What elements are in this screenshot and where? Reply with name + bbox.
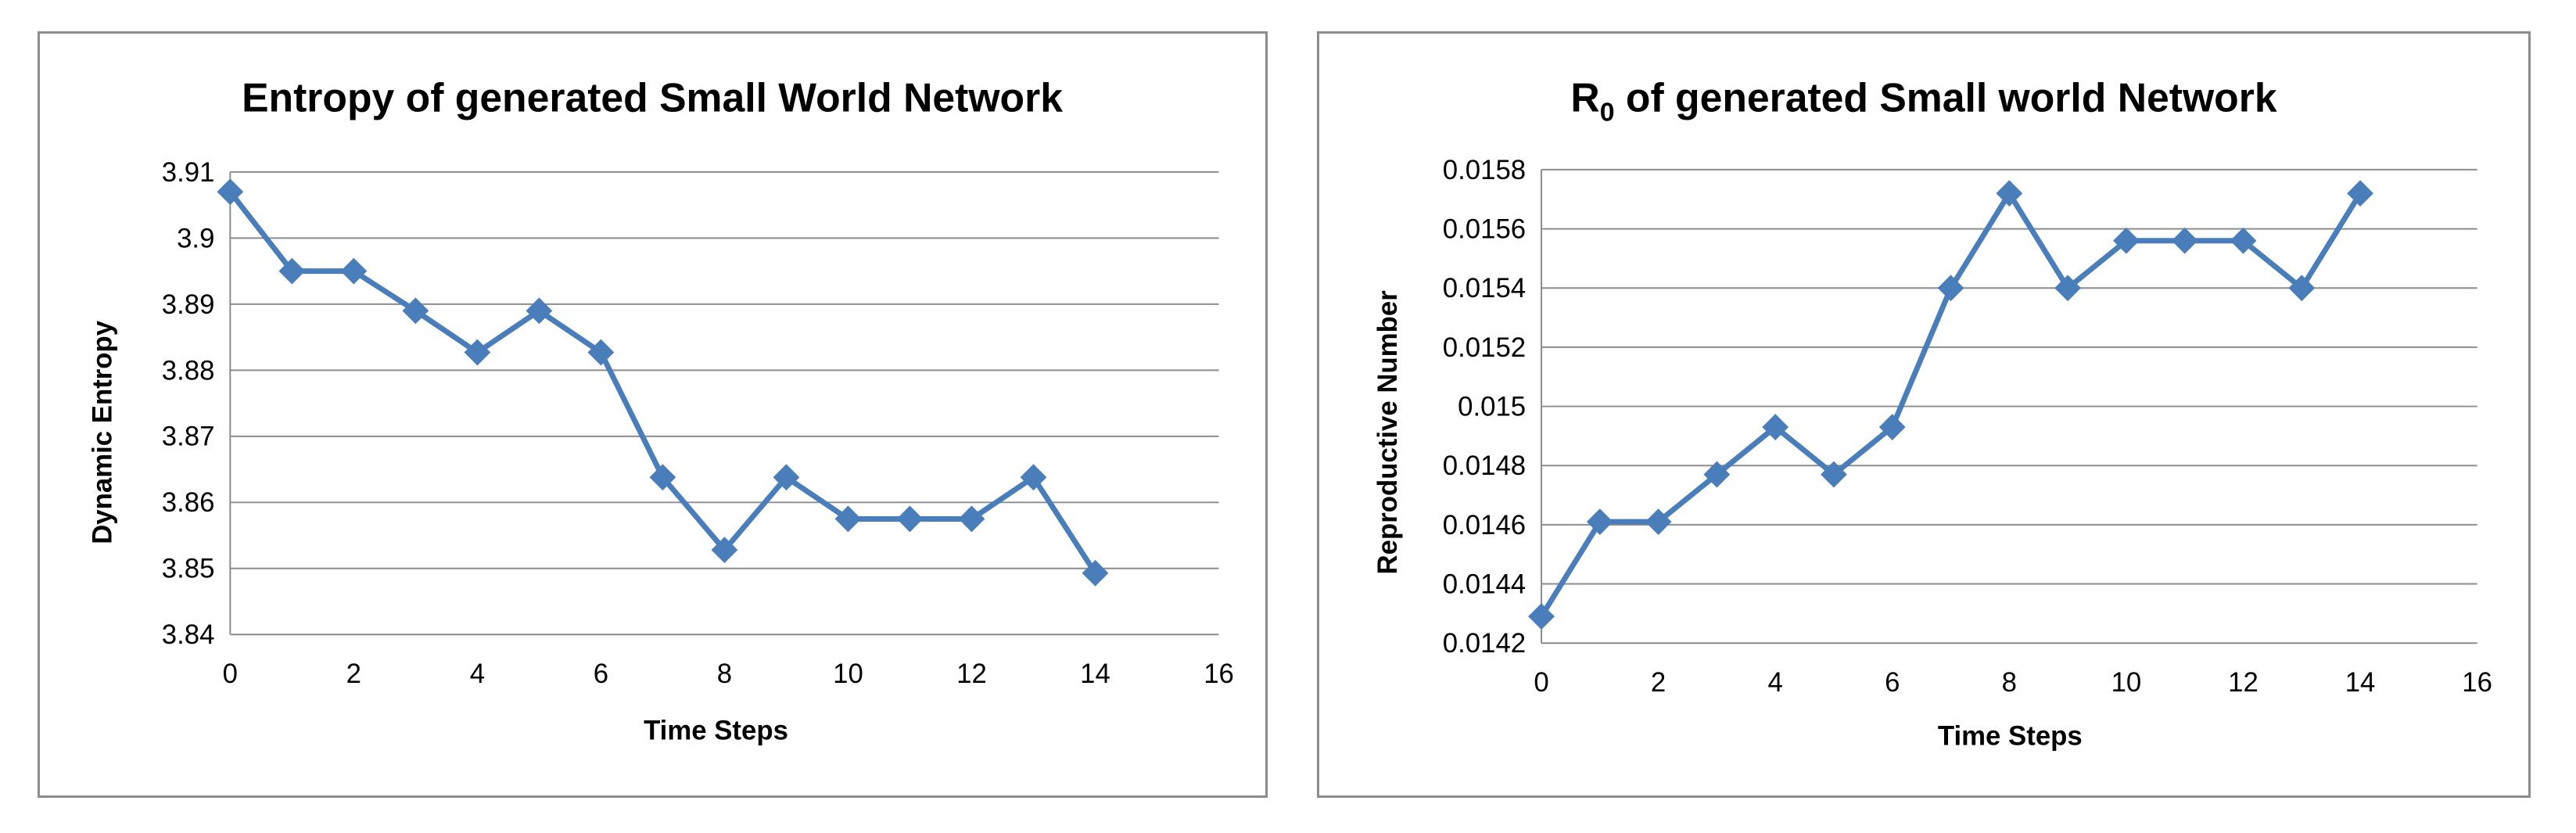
r0-chart: 0.0142 0.0144 0.0146 0.0148 0.015 0.0152 0.015… [1317,31,2531,798]
y-tick-label: 0.0158 [1443,156,1526,185]
y-tick-label: 3.88 [162,356,215,386]
x-tick-label: 8 [2002,668,2017,698]
data-point [1703,461,1731,488]
y-tick-label: 3.84 [162,620,215,650]
data-point [834,505,862,533]
data-point [711,537,738,564]
x-tick-label: 10 [2111,668,2142,698]
x-tick-label: 6 [594,659,608,689]
data-point [1996,180,2023,207]
data-point [2054,275,2082,302]
chart-title-r: R [1570,74,1599,120]
y-tick-label: 0.0156 [1443,215,1526,245]
data-point [402,297,429,325]
y-tick-label: 3.85 [162,555,215,584]
entropy-chart: 3.84 3.85 3.86 3.87 3.88 3.89 3.9 3.91 0 2 4 6 8 10 12… [38,31,1268,798]
data-point [1586,508,1613,535]
x-tick-label: 14 [1080,659,1110,689]
x-tick-label: 12 [956,659,987,689]
data-point [217,178,244,206]
data-point [1937,275,1964,302]
data-point [896,505,924,533]
data-point [1082,559,1109,587]
y-tick-label: 3.9 [177,224,214,253]
x-axis-label: Time Steps [1938,721,2083,751]
y-tick-label: 0.0154 [1443,274,1526,303]
data-point [2288,275,2316,302]
x-tick-label: 2 [346,659,361,689]
data-point [587,339,615,366]
y-tick-label: 3.86 [162,488,215,518]
r0-chart-svg: 0.0142 0.0144 0.0146 0.0148 0.015 0.0152 0.015… [1373,74,2492,751]
y-tick-label: 0.015 [1458,392,1526,422]
x-tick-label: 4 [1767,668,1782,698]
x-tick-label: 8 [717,659,732,689]
data-point [2171,227,2198,254]
y-axis-label: Reproductive Number [1373,290,1403,574]
y-tick-label: 3.89 [162,290,215,320]
chart-title: Entropy of generated Small World Network [242,74,1063,120]
chart-title-subscript: 0 [1600,97,1615,127]
data-point [2347,180,2373,207]
x-tick-label: 0 [223,659,238,689]
y-tick-label: 0.0142 [1443,629,1526,659]
x-tick-label: 10 [833,659,863,689]
x-tick-label: 14 [2345,668,2376,698]
x-tick-label: 12 [2228,668,2258,698]
x-tick-label: 0 [1534,668,1548,698]
data-point [1878,414,1906,440]
y-tick-label: 0.0146 [1443,511,1526,540]
y-tick-label: 3.91 [162,158,215,188]
data-point [340,257,368,285]
entropy-chart-svg: 3.84 3.85 3.86 3.87 3.88 3.89 3.9 3.91 0 2 4 6 8 10 12… [88,74,1234,745]
x-axis-label: Time Steps [644,716,788,745]
x-tick-label: 16 [2462,668,2492,698]
y-tick-label: 0.0144 [1443,569,1526,599]
y-tick-label: 0.0148 [1443,451,1526,481]
data-point [1528,603,1555,630]
x-tick-label: 2 [1651,668,1666,698]
x-tick-label: 16 [1204,659,1234,689]
chart-title: R0 of generated Small world Network [1570,74,2276,127]
data-point [526,297,553,325]
x-tick-label: 4 [470,659,485,689]
chart-title-rest: of generated Small world Network [1615,74,2277,120]
y-tick-label: 0.0152 [1443,333,1526,363]
data-point [1821,461,1847,488]
y-tick-label: 3.87 [162,422,215,452]
x-tick-label: 6 [1885,668,1900,698]
data-point [278,257,306,285]
data-point [2230,227,2257,254]
series-line [1539,190,2363,618]
data-point [1645,508,1672,535]
data-point [2113,227,2140,254]
data-point [958,505,985,533]
y-axis-label: Dynamic Entropy [88,320,117,544]
